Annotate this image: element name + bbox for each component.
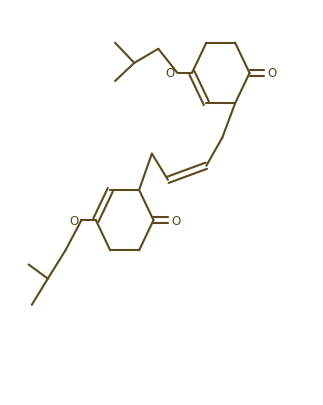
- Text: O: O: [267, 67, 276, 80]
- Text: O: O: [171, 214, 180, 227]
- Text: O: O: [69, 214, 78, 227]
- Text: O: O: [165, 67, 174, 80]
